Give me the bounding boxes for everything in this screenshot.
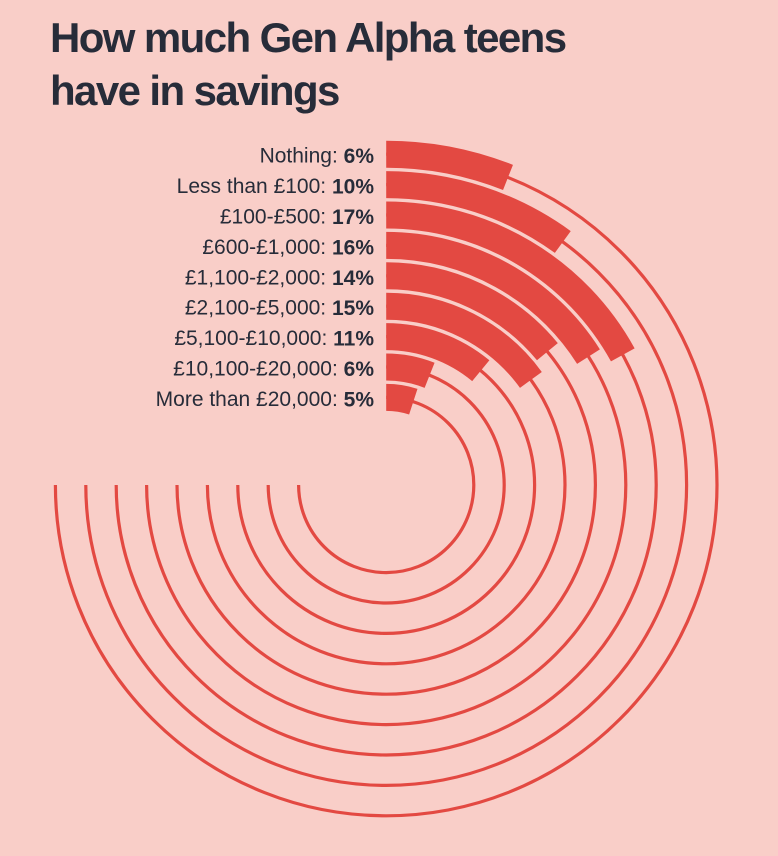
svg-text:£2,100-£5,000: 15%: £2,100-£5,000: 15% <box>185 297 374 320</box>
svg-text:Nothing: 6%: Nothing: 6% <box>260 145 375 168</box>
svg-text:£100-£500: 17%: £100-£500: 17% <box>220 206 374 229</box>
svg-text:More than £20,000: 5%: More than £20,000: 5% <box>156 388 375 411</box>
svg-text:£5,100-£10,000: 11%: £5,100-£10,000: 11% <box>174 327 374 350</box>
svg-text:£600-£1,000: 16%: £600-£1,000: 16% <box>202 236 374 259</box>
svg-text:£1,100-£2,000: 14%: £1,100-£2,000: 14% <box>185 266 374 289</box>
svg-text:£10,100-£20,000: 6%: £10,100-£20,000: 6% <box>173 358 374 381</box>
svg-text:Less than £100: 10%: Less than £100: 10% <box>177 175 375 198</box>
